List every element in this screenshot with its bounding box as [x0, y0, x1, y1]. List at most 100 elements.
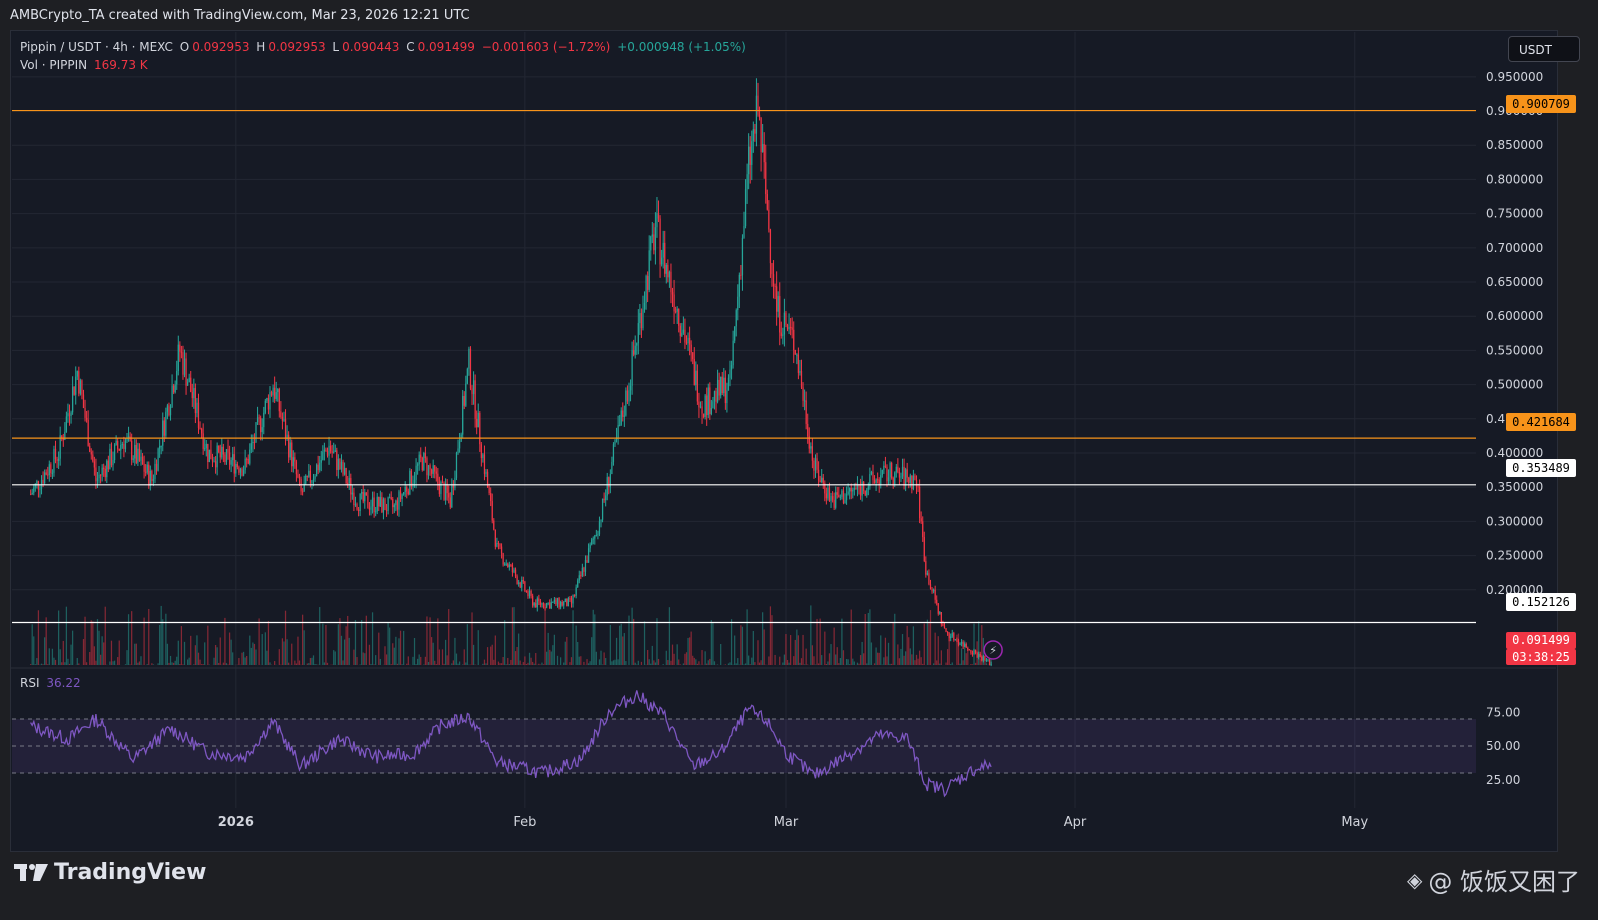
candle-body: [709, 387, 711, 414]
volume-bar: [605, 658, 607, 665]
candle-body: [712, 401, 714, 408]
currency-selector[interactable]: USDT: [1508, 36, 1580, 62]
lightning-icon: ⚡: [989, 644, 997, 657]
candle-body: [631, 350, 633, 386]
candle-body: [569, 598, 571, 600]
y-tick-label: 0.300000: [1486, 514, 1543, 528]
candle-body: [238, 467, 240, 473]
volume-bar: [929, 610, 932, 665]
candle-body: [716, 379, 719, 402]
candle-body: [50, 464, 52, 473]
volume-bar: [771, 615, 773, 665]
candle-body: [968, 649, 970, 651]
tradingview-logo[interactable]: TradingView: [14, 858, 206, 886]
candle-body: [149, 471, 151, 486]
candle-body: [233, 454, 235, 474]
volume-bar: [757, 640, 759, 665]
volume-bar: [117, 657, 119, 665]
candle-body: [532, 595, 534, 606]
volume-bar: [339, 618, 341, 665]
volume-bar: [58, 610, 60, 665]
candle-body: [303, 483, 305, 492]
volume-bar: [504, 620, 506, 665]
volume-bar: [803, 664, 806, 665]
candle-body: [398, 491, 400, 510]
y-tick-label: 0.500000: [1486, 378, 1543, 392]
volume-bar: [76, 658, 78, 665]
candle-body: [385, 510, 388, 512]
volume-bar: [242, 651, 245, 665]
candle-body: [353, 492, 355, 506]
volume-bar: [59, 649, 61, 665]
candle-body: [263, 412, 265, 428]
candle-body: [61, 435, 63, 438]
candle-body: [682, 329, 685, 333]
candle-body: [486, 471, 489, 488]
candle-body: [915, 480, 918, 487]
volume-bar: [171, 662, 173, 665]
candle-body: [179, 344, 181, 352]
candle-body: [723, 377, 725, 394]
volume-bar: [354, 620, 357, 665]
candle-body: [950, 636, 952, 639]
volume-bar: [679, 664, 681, 665]
volume-bar: [403, 630, 405, 665]
candle-body: [448, 493, 450, 498]
candle-body: [368, 507, 371, 510]
volume-bar: [859, 655, 862, 665]
volume-bar: [547, 632, 549, 665]
volume-bar: [937, 636, 939, 665]
volume-bar: [138, 661, 141, 665]
volume-bar: [974, 662, 977, 665]
volume-bar: [688, 637, 691, 665]
candle-body: [202, 433, 204, 449]
candle-body: [135, 445, 137, 463]
volume-bar: [312, 655, 315, 665]
candle-body: [261, 427, 263, 433]
volume-bar: [225, 663, 228, 665]
candle-body: [584, 560, 587, 572]
volume-bar: [371, 612, 374, 665]
volume-bar: [939, 663, 941, 665]
chart-frame[interactable]: [10, 30, 1558, 852]
candle-body: [957, 640, 960, 645]
volume-bar: [216, 647, 218, 665]
candle-body: [354, 504, 357, 506]
volume-bar: [437, 618, 439, 665]
volume-bar: [250, 647, 252, 665]
candle-body: [762, 144, 764, 152]
volume-bar: [186, 659, 189, 665]
candle-body: [123, 444, 125, 449]
volume-bar: [64, 662, 66, 665]
volume-bar: [85, 662, 88, 665]
candle-body: [790, 326, 792, 328]
candle-body: [79, 380, 82, 394]
candle-body: [409, 470, 411, 495]
candle-body: [748, 146, 750, 175]
candle-body: [984, 656, 986, 661]
candle-body: [432, 465, 434, 474]
candle-body: [85, 417, 88, 420]
candle-body: [218, 445, 220, 453]
volume-bar: [887, 642, 890, 665]
volume-bar: [90, 620, 92, 665]
volume-bar: [905, 651, 907, 665]
volume-bar: [375, 655, 377, 665]
candle-body: [376, 496, 378, 512]
volume-bar: [424, 656, 427, 665]
y-tick-label: 0.400000: [1486, 446, 1543, 460]
candle-body: [970, 650, 972, 653]
candle-body: [797, 354, 800, 373]
candle-body: [340, 461, 343, 470]
candle-body: [800, 370, 803, 388]
alert-icon: [983, 640, 1003, 660]
candle-body: [572, 595, 574, 604]
volume-bar: [984, 661, 986, 665]
volume-bar: [454, 637, 456, 665]
volume-bar: [842, 650, 845, 665]
volume-bar: [261, 634, 263, 665]
candle-body: [221, 446, 223, 458]
volume-bar: [647, 649, 649, 665]
volume-bar: [228, 632, 231, 665]
